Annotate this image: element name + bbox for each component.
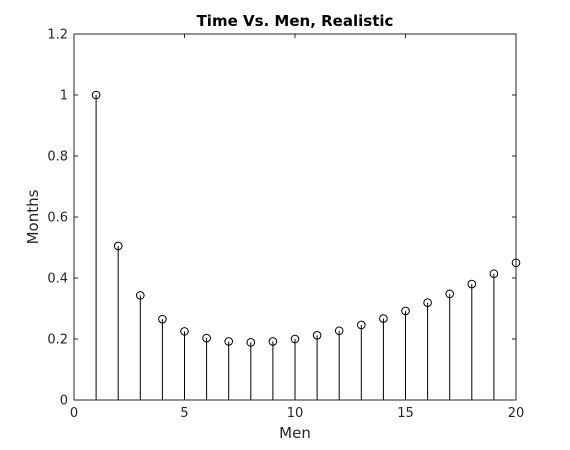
stem-marker — [290, 334, 300, 344]
stem-marker — [445, 289, 455, 299]
stem-marker — [202, 333, 211, 343]
stem-marker — [312, 331, 322, 340]
stem-marker — [158, 314, 167, 324]
chart-title: Time Vs. Men, Realistic — [197, 12, 394, 30]
stem-marker — [379, 314, 388, 323]
y-tick-label: 1 — [60, 89, 68, 104]
stem-marker — [246, 338, 256, 347]
x-axis-label: Men — [279, 424, 311, 442]
stem-marker — [268, 337, 278, 346]
stem-marker — [467, 279, 477, 289]
axes-box — [73, 33, 517, 401]
stem-marker — [91, 90, 101, 100]
y-tick-label: 0.6 — [47, 211, 68, 226]
stem-marker — [180, 327, 189, 336]
stem-marker — [334, 326, 344, 336]
y-tick-label: 0 — [60, 394, 68, 409]
stem-marker — [224, 337, 233, 346]
x-tick-label: 10 — [287, 406, 304, 421]
stem-marker — [113, 241, 123, 251]
x-tick-label: 15 — [397, 406, 414, 421]
stem-marker — [489, 269, 499, 279]
y-tick-label: 0.4 — [47, 272, 68, 287]
y-axis-label: Months — [24, 189, 42, 244]
y-tick-label: 0.8 — [47, 150, 68, 165]
stem-marker — [136, 291, 145, 300]
x-tick-label: 20 — [508, 406, 525, 421]
stem-marker — [357, 320, 366, 330]
x-tick-label: 5 — [180, 406, 188, 421]
y-tick-label: 0.2 — [47, 333, 68, 348]
stem-layer — [91, 90, 521, 400]
x-tick-label: 0 — [70, 406, 78, 421]
stem-marker — [423, 298, 432, 308]
stem-marker — [401, 306, 410, 316]
y-tick-label: 1.2 — [47, 28, 68, 43]
